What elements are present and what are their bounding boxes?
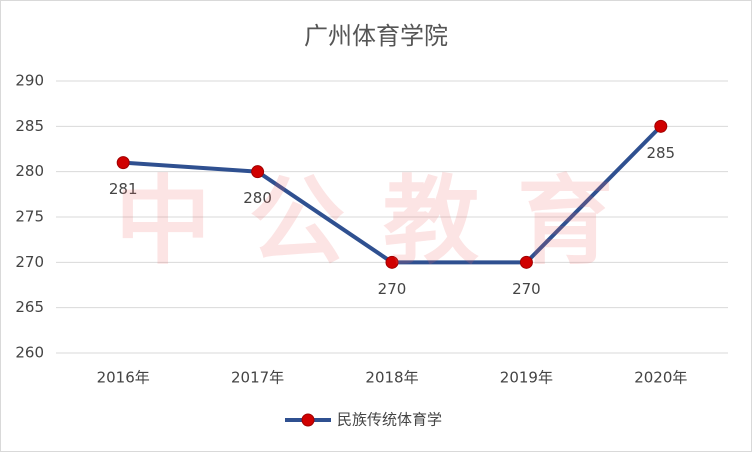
marker [116, 156, 130, 170]
x-tick-label: 2018年 [365, 369, 418, 387]
data-label: 285 [646, 144, 675, 162]
x-tick-label: 2019年 [500, 369, 553, 387]
legend-marker [301, 413, 315, 427]
marker [385, 255, 399, 269]
y-tick-label: 290 [15, 72, 44, 90]
y-tick-label: 275 [15, 208, 44, 226]
y-tick-label: 285 [15, 117, 44, 135]
y-tick-label: 265 [15, 298, 44, 316]
x-tick-label: 2016年 [97, 369, 150, 387]
data-label: 281 [109, 180, 138, 198]
y-tick-label: 270 [15, 253, 44, 271]
x-tick-label: 2017年 [231, 369, 284, 387]
chart-title: 广州体育学院 [304, 22, 448, 50]
data-label: 270 [378, 280, 407, 298]
x-tick-label: 2020年 [634, 369, 687, 387]
marker [519, 255, 533, 269]
watermark: 中公教育 [115, 165, 651, 277]
data-label: 270 [512, 280, 541, 298]
marker [654, 119, 668, 133]
y-tick-label: 280 [15, 162, 44, 180]
marker [251, 165, 265, 179]
y-tick-label: 260 [15, 344, 44, 362]
legend-label: 民族传统体育学 [337, 411, 442, 429]
data-label: 280 [243, 189, 272, 207]
